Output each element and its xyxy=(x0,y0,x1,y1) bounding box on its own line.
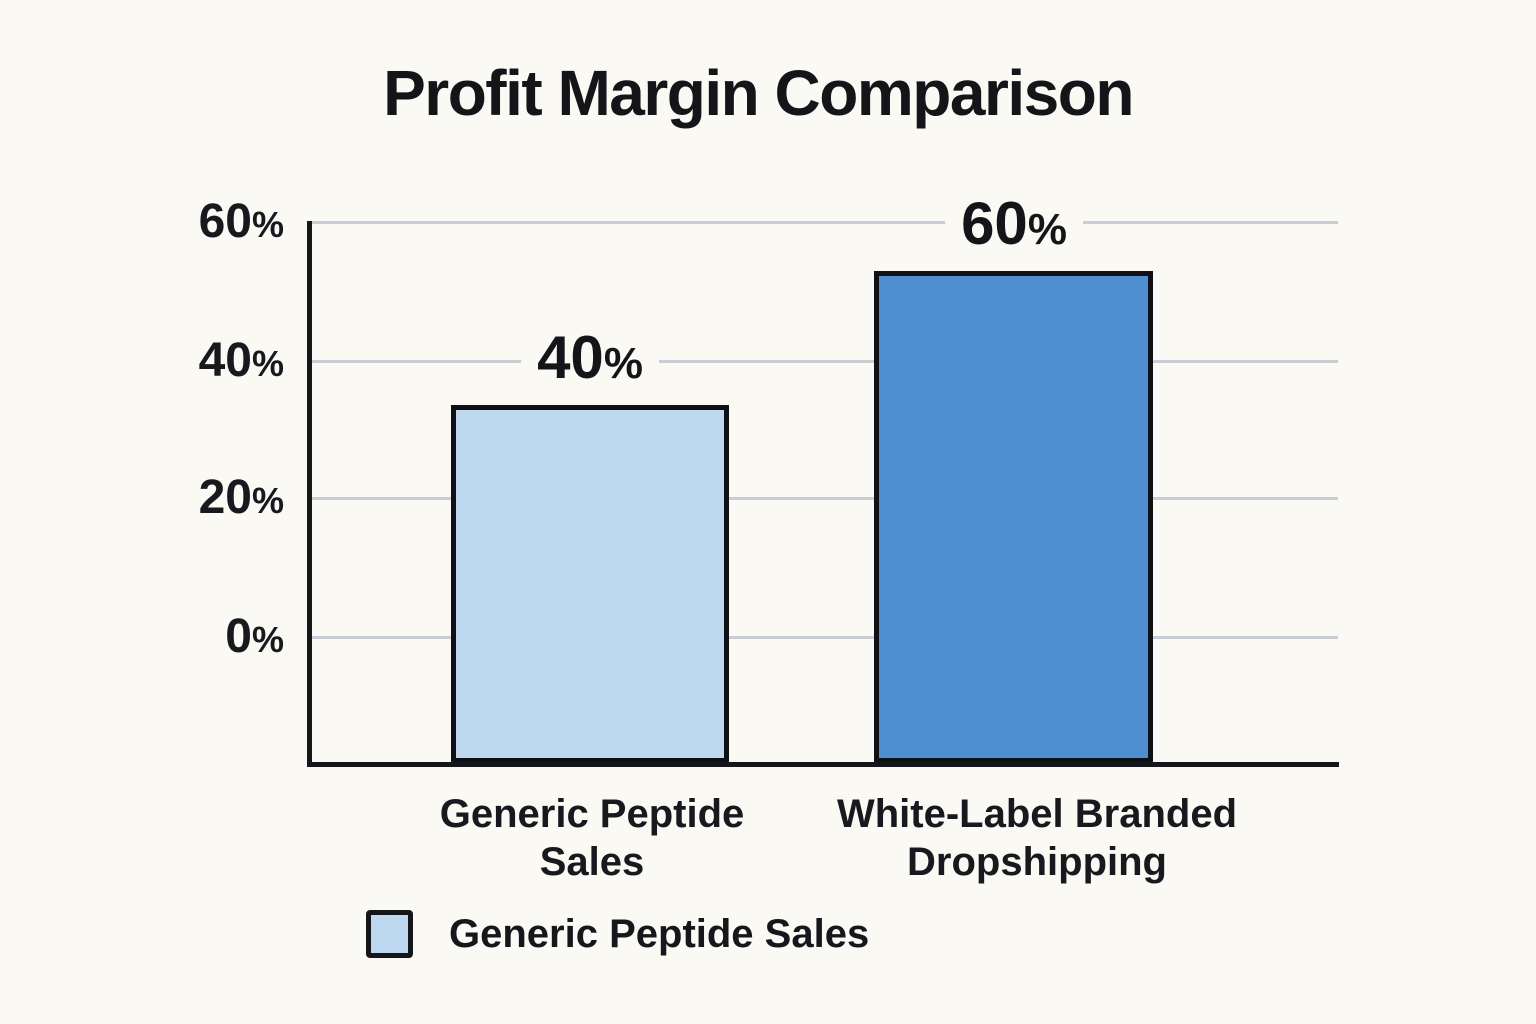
gridline-20pct xyxy=(312,497,1338,500)
x-axis-line xyxy=(307,762,1339,767)
value-40-unit: % xyxy=(603,339,643,388)
x-category-label-white-label-branded-dropshipping: White-Label Branded Dropshipping xyxy=(836,792,1238,884)
y-tick-60-unit: % xyxy=(251,204,284,245)
y-axis-line xyxy=(307,221,312,767)
value-40-number: 40 xyxy=(537,324,604,391)
value-60-unit: % xyxy=(1027,205,1067,254)
y-tick-label-0: 0% xyxy=(64,610,284,667)
chart-title: Profit Margin Comparison xyxy=(383,57,1134,129)
chart-legend: Generic Peptide Sales xyxy=(366,910,869,958)
y-tick-40-unit: % xyxy=(251,343,284,384)
y-tick-label-20: 20% xyxy=(64,471,284,528)
legend-swatch-generic-peptide-sales xyxy=(366,910,413,958)
y-tick-20-unit: % xyxy=(251,480,284,521)
value-label-generic-peptide-sales: 40% xyxy=(450,326,730,396)
y-tick-label-60: 60% xyxy=(64,195,284,252)
value-60-number: 60 xyxy=(961,190,1028,257)
x-category-label-generic-peptide-sales: Generic Peptide Sales xyxy=(439,792,745,884)
bar-white-label-branded-dropshipping xyxy=(874,271,1153,763)
bar-generic-peptide-sales xyxy=(451,405,729,763)
value-label-white-label-branded-dropshipping: 60% xyxy=(874,192,1154,262)
gridline-60pct xyxy=(312,221,1338,224)
y-tick-0-unit: % xyxy=(251,619,284,660)
y-tick-40-number: 40 xyxy=(198,334,252,387)
gridline-40pct xyxy=(312,360,1338,363)
y-tick-label-40: 40% xyxy=(64,334,284,391)
legend-label-generic-peptide-sales: Generic Peptide Sales xyxy=(449,911,870,956)
y-tick-0-number: 0 xyxy=(225,610,252,663)
y-tick-20-number: 20 xyxy=(198,471,252,524)
gridline-0pct xyxy=(312,636,1338,639)
y-tick-60-number: 60 xyxy=(198,195,252,248)
